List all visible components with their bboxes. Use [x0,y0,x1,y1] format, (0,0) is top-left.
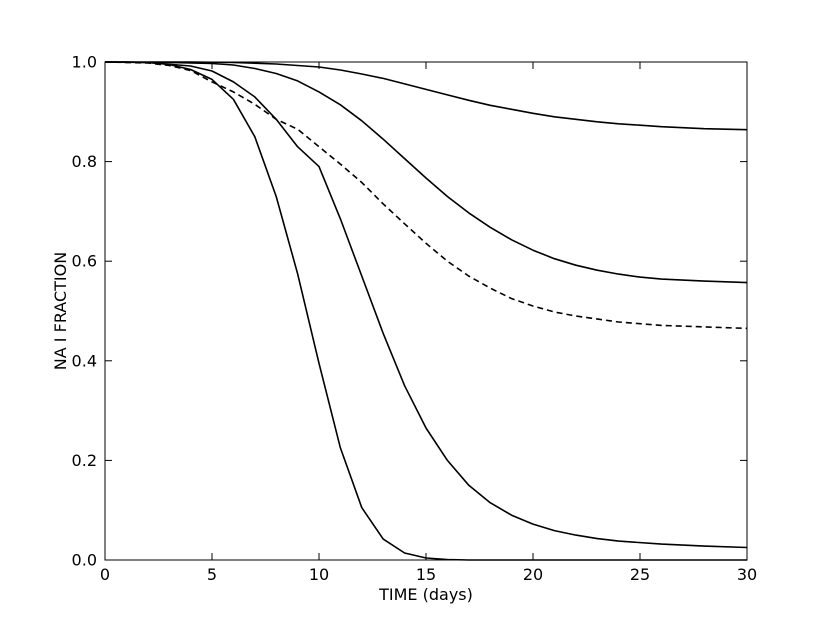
x-tick-label: 25 [630,565,650,584]
x-tick-label: 10 [309,565,329,584]
series-line-3 [104,61,748,330]
x-tick-label: 5 [207,565,217,584]
x-tick-label: 0 [100,565,110,584]
y-tick-label: 1.0 [72,53,97,72]
y-tick-label: 0.4 [72,351,97,370]
plot-frame [104,61,748,561]
plot-area [105,62,747,560]
x-tick-label: 15 [416,565,436,584]
tick-layer: 0 5 10 15 20 25 30 0.0 0.2 0.4 0.6 0.8 1.0 [72,53,758,585]
y-tick-label: 0.8 [72,152,97,171]
y-axis-label: NA I FRACTION [51,252,70,370]
y-tick-label: 0.0 [72,551,97,570]
series-line-2 [104,61,748,549]
series-line-4 [104,61,748,284]
y-tick-label: 0.2 [72,451,97,470]
y-tick-label: 0.6 [72,252,97,271]
x-tick-label: 20 [523,565,543,584]
x-axis-label: TIME (days) [378,585,473,604]
x-tick-label: 30 [737,565,757,584]
